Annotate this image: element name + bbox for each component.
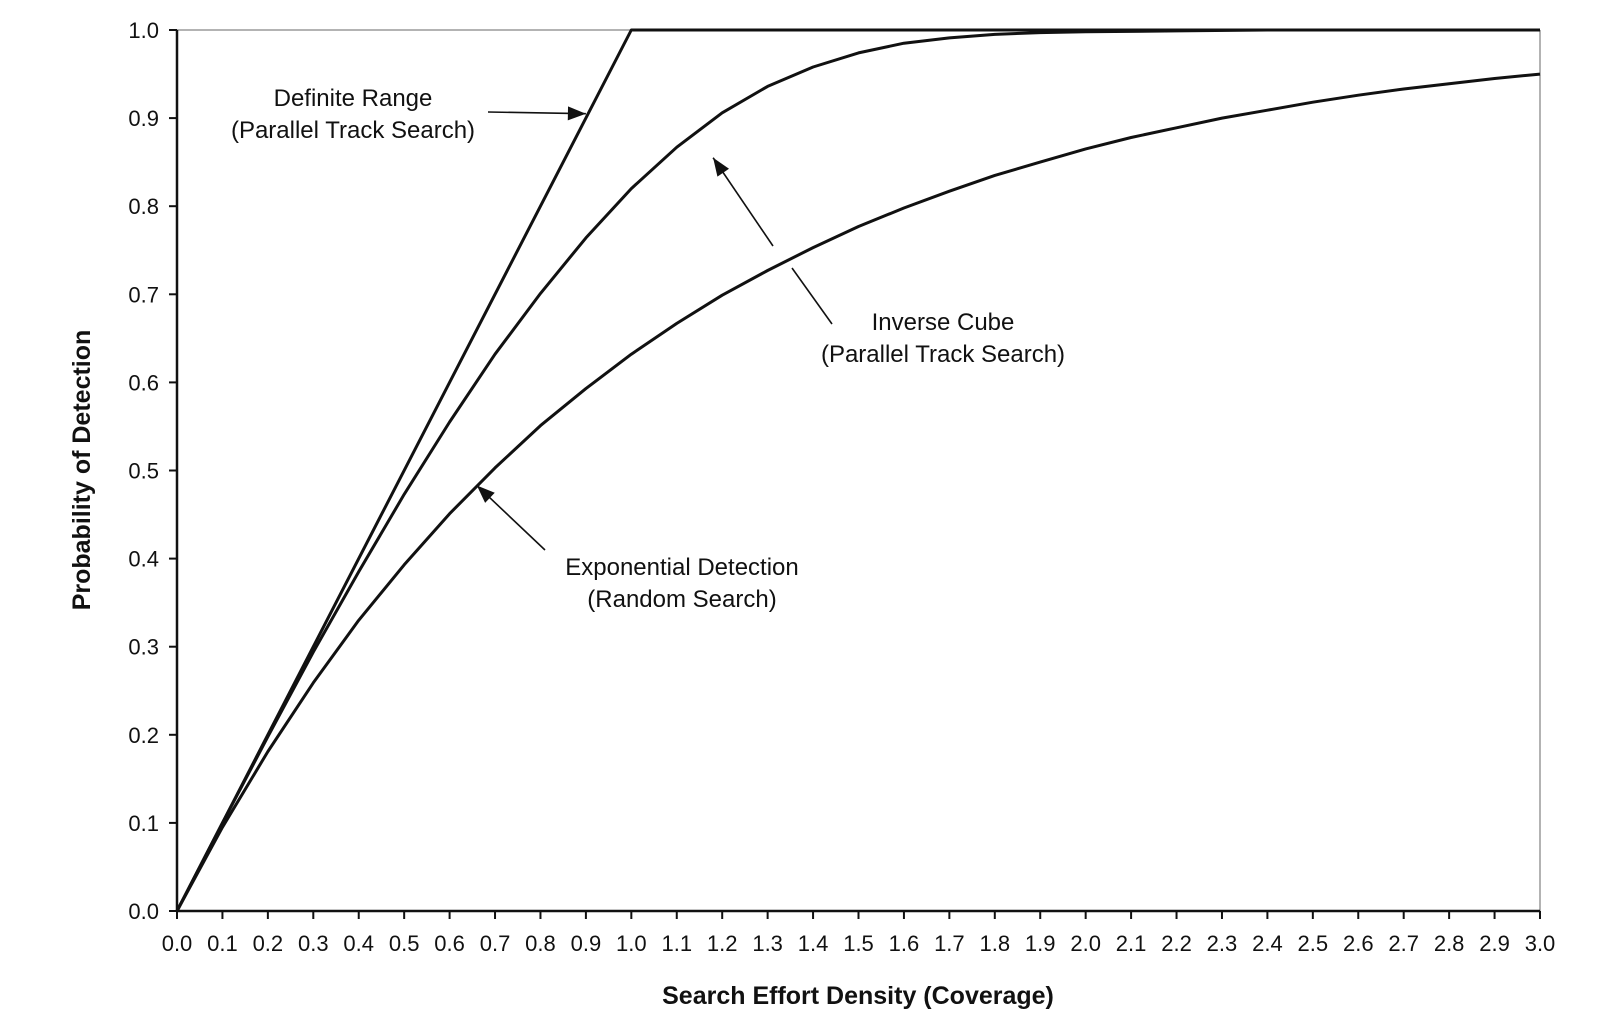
x-tick-label: 0.4 — [343, 931, 374, 956]
inverse-cube-label-arrow-tail — [791, 267, 833, 325]
y-tick-label: 1.0 — [128, 18, 159, 43]
y-tick-label: 0.4 — [128, 547, 159, 572]
x-tick-label: 0.5 — [389, 931, 420, 956]
exponential-detection-label-line: (Random Search) — [587, 586, 776, 613]
definite-range-label-arrowhead — [567, 106, 586, 121]
x-tick-label: 0.6 — [434, 931, 465, 956]
inverse-cube-curve — [175, 28, 1540, 912]
y-tick-label: 0.7 — [128, 282, 159, 307]
y-axis-title: Probability of Detection — [68, 330, 96, 611]
x-tick-label: 1.1 — [661, 931, 692, 956]
x-tick-label: 1.5 — [843, 931, 874, 956]
x-axis-ticks: 0.0 0.1 0.2 0.3 0.4 0.5 0.6 0.7 0.8 0.9 1.0 1.1 1.2 1… — [162, 911, 1556, 956]
x-tick-label: 2.1 — [1116, 931, 1147, 956]
y-tick-label: 0.3 — [128, 635, 159, 660]
x-tick-label: 2.3 — [1207, 931, 1238, 956]
x-tick-label: 0.1 — [207, 931, 238, 956]
exponential-detection-label-arrowhead — [476, 485, 495, 503]
x-tick-label: 1.7 — [934, 931, 965, 956]
x-tick-label: 1.2 — [707, 931, 738, 956]
exponential-detection-label-line: Exponential Detection — [565, 554, 798, 581]
y-tick-label: 0.2 — [128, 723, 159, 748]
inverse-cube-label-line: (Parallel Track Search) — [821, 341, 1065, 368]
x-tick-label: 1.6 — [889, 931, 920, 956]
x-tick-label: 2.7 — [1388, 931, 1419, 956]
y-axis-ticks: 0.0 0.1 0.2 0.3 0.4 0.5 0.6 0.7 0.8 0.9 1.0 — [128, 18, 177, 924]
annotations: Definite Range (Parallel Track Search) Inv… — [231, 85, 1065, 613]
x-tick-label: 0.2 — [253, 931, 284, 956]
x-tick-label: 2.6 — [1343, 931, 1374, 956]
definite-range-curve — [175, 28, 1540, 912]
curves — [175, 28, 1541, 912]
x-tick-label: 1.3 — [752, 931, 783, 956]
inverse-cube-label-arrowhead — [713, 157, 730, 177]
x-tick-label: 2.4 — [1252, 931, 1283, 956]
x-tick-label: 0.7 — [480, 931, 511, 956]
x-tick-label: 0.3 — [298, 931, 329, 956]
x-tick-label: 3.0 — [1525, 931, 1556, 956]
x-tick-label: 1.8 — [980, 931, 1011, 956]
x-tick-label: 2.9 — [1479, 931, 1510, 956]
x-tick-label: 2.0 — [1070, 931, 1101, 956]
x-tick-label: 2.8 — [1434, 931, 1465, 956]
y-tick-label: 0.5 — [128, 459, 159, 484]
definite-range-label-line: (Parallel Track Search) — [231, 117, 475, 144]
x-tick-label: 2.2 — [1161, 931, 1192, 956]
x-tick-label: 1.0 — [616, 931, 647, 956]
x-tick-label: 2.5 — [1298, 931, 1329, 956]
exponential-detection-curve — [175, 72, 1541, 912]
x-tick-label: 1.4 — [798, 931, 829, 956]
y-tick-label: 0.9 — [128, 106, 159, 131]
x-tick-label: 0.9 — [571, 931, 602, 956]
x-axis-title: Search Effort Density (Coverage) — [662, 982, 1054, 1010]
y-tick-label: 0.1 — [128, 811, 159, 836]
y-tick-label: 0.0 — [128, 899, 159, 924]
x-tick-label: 0.8 — [525, 931, 556, 956]
x-tick-label: 1.9 — [1025, 931, 1056, 956]
definite-range-label-line: Definite Range — [274, 85, 433, 112]
y-tick-label: 0.8 — [128, 194, 159, 219]
x-tick-label: 0.0 — [162, 931, 193, 956]
y-tick-label: 0.6 — [128, 370, 159, 395]
inverse-cube-label-line: Inverse Cube — [872, 309, 1015, 336]
